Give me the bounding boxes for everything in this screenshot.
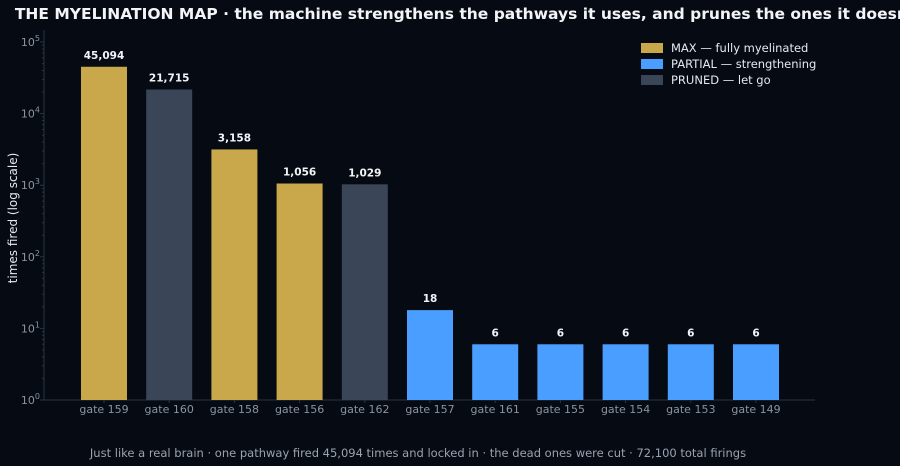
y-tick-label: 102 [21, 249, 40, 264]
bar-gate-154 [602, 344, 649, 400]
x-tick-label: gate 159 [79, 403, 128, 416]
chart-title: THE MYELINATION MAP · the machine streng… [15, 5, 900, 23]
data-label: 3,158 [218, 132, 251, 144]
data-label: 1,029 [348, 167, 381, 179]
x-tick-label: gate 154 [601, 403, 650, 416]
footer-caption: Just like a real brain · one pathway fir… [89, 446, 746, 460]
data-label: 6 [492, 327, 499, 339]
data-label: 6 [557, 327, 564, 339]
data-label: 45,094 [84, 50, 125, 62]
bar-gate-156 [276, 183, 323, 400]
x-tick-label: gate 160 [145, 403, 194, 416]
x-tick-label: gate 153 [666, 403, 715, 416]
data-label: 1,056 [283, 167, 316, 179]
legend-swatch-pruned [641, 75, 663, 85]
y-tick-label: 104 [21, 106, 40, 121]
y-tick-label: 101 [21, 320, 40, 335]
data-label: 6 [687, 327, 694, 339]
data-label: 18 [423, 293, 438, 305]
data-label: 6 [622, 327, 629, 339]
legend-swatch-partial [641, 59, 663, 69]
bar-gate-159 [81, 66, 127, 400]
data-label: 21,715 [149, 72, 190, 84]
legend-label-max: MAX — fully myelinated [671, 41, 808, 55]
y-tick-label: 103 [21, 177, 40, 192]
x-tick-label: gate 157 [405, 403, 454, 416]
x-tick-label: gate 158 [210, 403, 259, 416]
legend-swatch-max [641, 43, 663, 53]
x-tick-label: gate 161 [471, 403, 520, 416]
x-tick-label: gate 156 [275, 403, 324, 416]
bar-gate-153 [667, 344, 714, 400]
y-axis-label: times fired (log scale) [6, 153, 20, 284]
legend: MAX — fully myelinated PARTIAL — strength… [641, 41, 816, 87]
legend-label-partial: PARTIAL — strengthening [671, 57, 816, 71]
x-tick-label: gate 149 [731, 403, 780, 416]
bar-gate-160 [146, 89, 193, 400]
data-label: 6 [752, 327, 759, 339]
bar-gate-162 [341, 184, 388, 400]
y-tick-label: 100 [21, 392, 40, 407]
x-tick-label: gate 162 [340, 403, 389, 416]
bar-gate-155 [537, 344, 584, 400]
bar-gate-157 [407, 310, 453, 400]
bar-gate-149 [733, 344, 779, 400]
legend-label-pruned: PRUNED — let go [671, 73, 771, 87]
y-tick-label: 105 [21, 34, 40, 49]
bar-gate-161 [472, 344, 519, 400]
bars-group: 45,094 21,715 3,158 1,056 1,029 18 6 6 6 6 6 [81, 50, 779, 400]
bar-gate-158 [211, 149, 258, 400]
x-tick-label: gate 155 [536, 403, 585, 416]
